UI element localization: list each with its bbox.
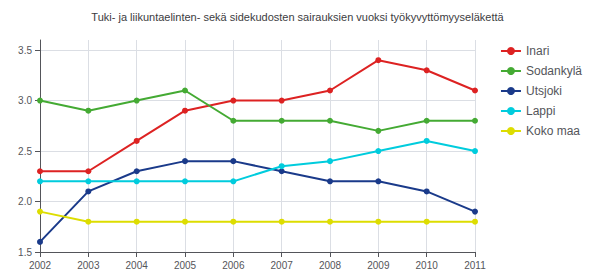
svg-text:3.0: 3.0 [18,95,32,106]
svg-text:2005: 2005 [174,260,197,271]
svg-text:2007: 2007 [271,260,294,271]
svg-text:Koko maa: Koko maa [526,124,580,138]
svg-text:2008: 2008 [319,260,342,271]
svg-text:2009: 2009 [367,260,390,271]
svg-text:Utsjoki: Utsjoki [526,84,562,98]
svg-text:Sodankylä: Sodankylä [526,64,582,78]
svg-text:2003: 2003 [77,260,100,271]
svg-text:Inari: Inari [526,44,549,58]
svg-text:2006: 2006 [222,260,245,271]
svg-text:3.5: 3.5 [18,45,32,56]
svg-text:2010: 2010 [416,260,439,271]
svg-text:Lappi: Lappi [526,104,555,118]
svg-text:2011: 2011 [464,260,486,271]
svg-text:1.5: 1.5 [18,247,32,258]
svg-text:Tuki- ja liikuntaelinten- sekä: Tuki- ja liikuntaelinten- sekä sidekudos… [91,11,504,23]
svg-text:2002: 2002 [29,260,52,271]
svg-text:2.5: 2.5 [18,146,32,157]
svg-text:2.0: 2.0 [18,196,32,207]
svg-text:2004: 2004 [126,260,149,271]
